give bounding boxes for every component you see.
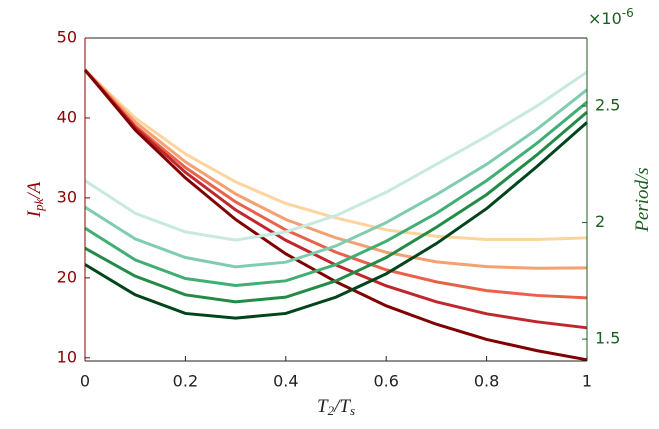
line xyxy=(83,68,588,270)
y-axis-label-part: pk xyxy=(31,198,46,212)
line xyxy=(84,110,588,304)
y2-tick-label: 2 xyxy=(595,212,605,231)
y-axis-label-part: I xyxy=(24,209,45,218)
y2-exponent: ×10-6 xyxy=(588,6,634,28)
y2-axis-label-part: /s xyxy=(632,167,653,181)
line xyxy=(84,88,588,269)
y-axis-label: Ipk/A xyxy=(24,181,46,218)
y2-tick-label: 1.5 xyxy=(595,329,620,348)
y-tick-label: 20 xyxy=(57,267,77,286)
x-axis-label-part: s xyxy=(350,403,355,418)
y-tick-label: 40 xyxy=(57,107,77,126)
x-tick-label: 0.6 xyxy=(373,372,398,391)
x-tick-label: 0 xyxy=(80,372,90,391)
y2-axis-label-part: Period xyxy=(632,179,653,232)
line xyxy=(83,68,588,241)
y-tick-label: 10 xyxy=(57,347,77,366)
y2-exponent-base: ×10 xyxy=(588,9,622,28)
y2-axis-label: Period/s xyxy=(632,167,653,232)
y-axis-label-part: /A xyxy=(24,181,45,199)
x-tick-label: 0.8 xyxy=(474,372,499,391)
x-axis-label-part: 2 xyxy=(328,403,335,418)
x-axis-label-part: T xyxy=(317,396,329,417)
line xyxy=(83,68,588,300)
x-axis-label-part: /T xyxy=(333,396,351,417)
y-tick-label: 30 xyxy=(57,187,77,206)
line xyxy=(83,68,588,330)
y-tick-label: 50 xyxy=(57,28,77,47)
line xyxy=(84,100,588,288)
x-axis-label: T2/Ts xyxy=(317,396,355,418)
x-tick-label: 0.4 xyxy=(273,372,298,391)
x-tick-label: 0.2 xyxy=(173,372,198,391)
y2-tick-label: 2.5 xyxy=(595,96,620,115)
line xyxy=(84,121,588,320)
line xyxy=(84,70,588,242)
x-tick-label: 1 xyxy=(582,372,592,391)
y2-exponent-sup: -6 xyxy=(622,6,634,20)
